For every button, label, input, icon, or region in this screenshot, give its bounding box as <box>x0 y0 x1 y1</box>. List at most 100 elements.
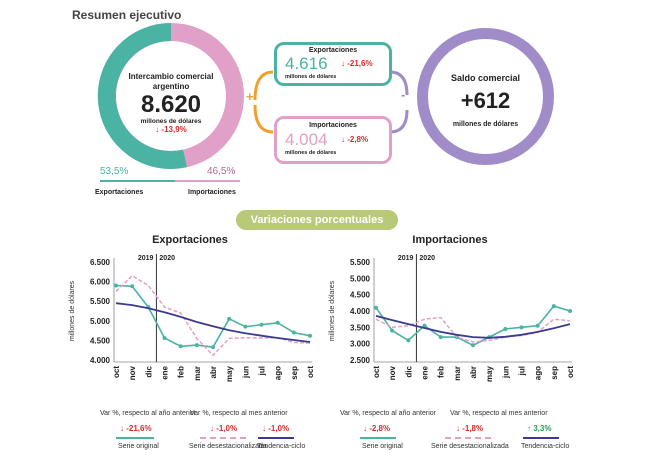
year-label: 2019 <box>138 255 154 262</box>
series-line <box>115 302 311 343</box>
saldo-circle: Saldo comercial +612 millones de dólares <box>417 28 554 165</box>
y-tick-label: 4.500 <box>90 336 111 345</box>
series-line <box>115 274 311 357</box>
minus-sign: - <box>401 87 406 102</box>
year-label: 2019 <box>398 255 414 262</box>
exp-desest-name: Serie desestacionalizada <box>189 443 267 450</box>
exportaciones-arc <box>97 22 187 169</box>
x-tick-label: sep <box>550 366 559 380</box>
intercambio-donut <box>97 22 244 169</box>
data-point <box>438 335 443 340</box>
saldo-value: +612 <box>460 88 511 113</box>
data-point <box>194 343 199 348</box>
x-tick-label: abr <box>209 366 218 378</box>
imp-orig-swatch <box>360 437 396 439</box>
intercambio-value: 8.620 <box>140 91 202 118</box>
x-tick-label: mar <box>453 366 462 381</box>
data-point <box>178 344 183 349</box>
exportaciones-chart: 6.500 6.000 5.500 5.000 4.500 4.000 millones d… <box>69 254 315 382</box>
imp-tend-swatch <box>523 437 559 439</box>
y-tick-label: 3.000 <box>350 340 371 349</box>
x-tick-label: sep <box>290 366 299 380</box>
y-tick-label: 4.500 <box>350 291 371 300</box>
series-line <box>375 315 571 339</box>
exp-orig-name: Serie original <box>118 443 159 450</box>
data-point <box>243 324 248 329</box>
chart-title-exportaciones: Exportaciones <box>152 234 228 246</box>
imp-desest-value: ↓ -1,8% <box>456 424 484 433</box>
share-exportaciones: 53,5% <box>100 166 129 177</box>
imp-tend-name: Tendencia-ciclo <box>521 443 570 450</box>
chart-title-importaciones: Importaciones <box>412 234 488 246</box>
imp-orig-name: Serie original <box>362 443 403 450</box>
data-point <box>471 343 475 348</box>
x-tick-label: abr <box>469 366 478 378</box>
exp-desest-swatch <box>200 437 246 439</box>
connector-lines <box>253 70 409 134</box>
importaciones-value: 4.004 <box>285 130 328 149</box>
exp-orig-caption: Var %, respecto al año anterior <box>100 410 196 417</box>
share-importaciones: 46,5% <box>207 166 236 177</box>
x-tick-label: jul <box>518 366 527 376</box>
exportaciones-box: Exportaciones 4.616 ↓ -21,6% millones de… <box>274 42 392 86</box>
x-tick-label: jun <box>501 366 510 379</box>
saldo-unit: millones de dólares <box>452 121 519 128</box>
y-tick-label: 6.500 <box>90 258 111 267</box>
exportaciones-unit: millones de dólares <box>285 74 337 80</box>
exp-tend-swatch <box>258 437 294 439</box>
x-tick-label: may <box>485 365 494 382</box>
y-axis-label: millones de dólares <box>329 280 336 341</box>
exp-desest-value: ↓ -1,0% <box>210 424 238 433</box>
exp-tend-name: Tendencia-ciclo <box>257 443 306 450</box>
data-point <box>308 333 312 338</box>
y-axis-label: millones de dólares <box>69 280 76 341</box>
x-tick-label: nov <box>128 365 137 380</box>
y-tick-label: 5.500 <box>90 297 111 306</box>
intercambio-unit: millones de dólares <box>140 118 202 125</box>
intercambio-change: ↓ -13,9% <box>155 125 187 134</box>
imp-orig-caption: Var %, respecto al año anterior <box>340 410 436 417</box>
data-point <box>406 338 411 343</box>
year-label: 2020 <box>419 255 435 262</box>
y-tick-label: 5.500 <box>350 258 371 267</box>
data-point <box>275 320 280 325</box>
data-point <box>422 323 427 328</box>
x-tick-label: jun <box>241 366 250 379</box>
data-point <box>568 309 572 313</box>
plus-sign: + <box>246 89 254 104</box>
importaciones-box: Importaciones 4.004 ↓ -2,8% millones de … <box>274 116 392 164</box>
x-tick-label: nov <box>388 365 397 380</box>
importaciones-change: ↓ -2,8% <box>341 135 369 144</box>
data-point <box>114 283 118 288</box>
exp-mes-caption: Var %, respecto al mes anterior <box>190 410 288 417</box>
data-point <box>374 305 378 310</box>
share-bar <box>100 180 240 182</box>
y-tick-label: 2.500 <box>350 356 371 365</box>
data-point <box>535 323 540 328</box>
x-tick-label: jul <box>258 366 267 376</box>
x-tick-label: ene <box>421 365 430 379</box>
y-tick-label: 6.000 <box>90 278 111 287</box>
saldo-label: Saldo comercial <box>450 73 521 83</box>
page-title: Resumen ejecutivo <box>72 8 182 22</box>
x-tick-label: ene <box>161 365 170 379</box>
variaciones-pill: Variaciones porcentuales <box>236 210 398 230</box>
exportaciones-label: Exportaciones <box>308 47 358 54</box>
x-tick-label: oct <box>566 366 575 378</box>
data-point <box>259 322 264 327</box>
y-tick-label: 4.000 <box>90 356 111 365</box>
exportaciones-share-label: Exportaciones <box>95 189 144 196</box>
exp-orig-value: ↓ -21,6% <box>120 424 152 433</box>
data-point <box>291 330 296 335</box>
data-point <box>130 284 135 289</box>
data-point <box>162 336 167 341</box>
intercambio-label: Intercambio comercial argentino <box>128 72 214 91</box>
exp-orig-swatch <box>116 437 154 439</box>
exportaciones-change: ↓ -21,6% <box>341 59 373 68</box>
x-tick-label: oct <box>112 366 121 378</box>
year-label: 2020 <box>159 255 175 262</box>
exp-tend-value: ↓ -1,0% <box>262 424 290 433</box>
importaciones-label: Importaciones <box>309 122 357 129</box>
imp-tend-value: ↑ 3,3% <box>527 424 552 433</box>
x-tick-label: dic <box>404 365 413 377</box>
